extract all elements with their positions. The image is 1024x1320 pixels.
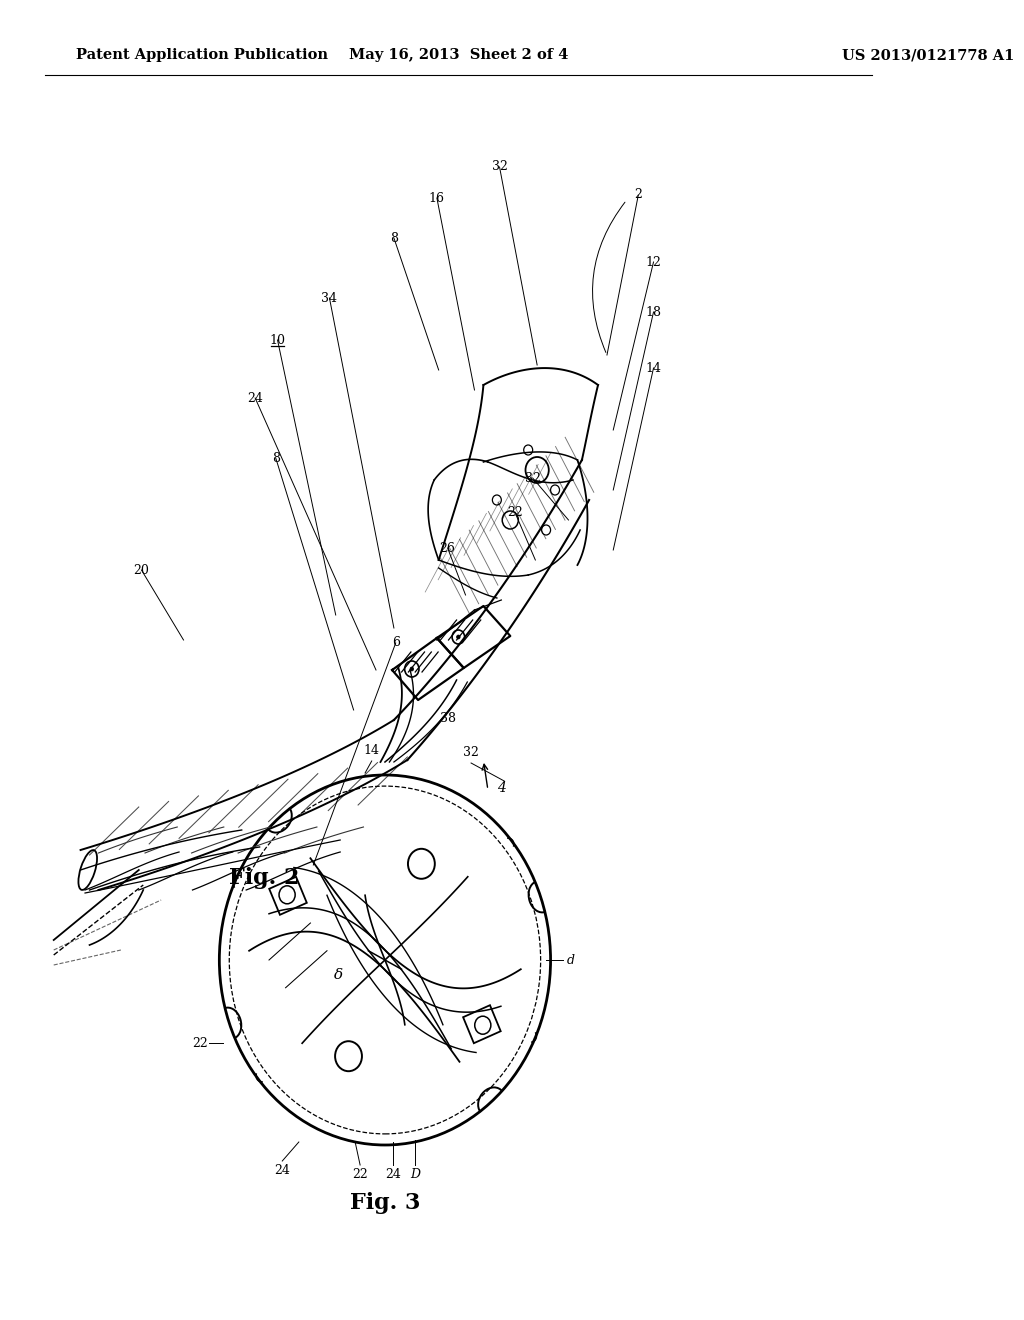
Text: 22: 22 <box>191 1036 208 1049</box>
Text: 24: 24 <box>385 1168 401 1181</box>
Text: 24: 24 <box>274 1164 290 1177</box>
Text: Fig. 3: Fig. 3 <box>350 1192 420 1214</box>
Text: δ: δ <box>334 968 343 982</box>
Text: Patent Application Publication: Patent Application Publication <box>76 49 328 62</box>
Text: 8: 8 <box>390 231 398 244</box>
Text: 4: 4 <box>497 781 506 795</box>
Text: Fig. 2: Fig. 2 <box>228 867 299 888</box>
Text: 12: 12 <box>645 256 662 268</box>
Text: 10: 10 <box>269 334 286 346</box>
Text: 38: 38 <box>439 711 456 725</box>
Text: 22: 22 <box>352 1168 368 1181</box>
Text: 32: 32 <box>492 161 508 173</box>
Text: May 16, 2013  Sheet 2 of 4: May 16, 2013 Sheet 2 of 4 <box>349 49 568 62</box>
Text: D: D <box>410 1168 420 1181</box>
Text: 20: 20 <box>133 564 150 577</box>
Text: 6: 6 <box>392 636 399 649</box>
Circle shape <box>410 667 414 671</box>
Text: US 2013/0121778 A1: US 2013/0121778 A1 <box>842 49 1014 62</box>
Text: 26: 26 <box>439 541 456 554</box>
Text: 18: 18 <box>645 305 662 318</box>
Text: 34: 34 <box>322 292 338 305</box>
Text: d: d <box>566 953 574 966</box>
Text: 22: 22 <box>507 506 522 519</box>
Text: 14: 14 <box>645 362 662 375</box>
Text: 16: 16 <box>429 191 444 205</box>
Text: 32: 32 <box>524 471 541 484</box>
Text: 32: 32 <box>463 747 479 759</box>
Text: 14: 14 <box>364 744 380 758</box>
Text: 2: 2 <box>635 189 642 202</box>
Circle shape <box>457 635 460 639</box>
Text: 8: 8 <box>271 451 280 465</box>
Text: 24: 24 <box>247 392 263 404</box>
